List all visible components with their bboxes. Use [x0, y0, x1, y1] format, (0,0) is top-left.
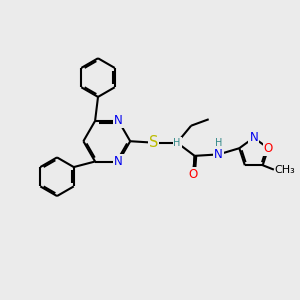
Text: H: H: [173, 138, 181, 148]
Text: N: N: [114, 114, 123, 128]
Text: N: N: [249, 131, 258, 144]
Text: N: N: [114, 155, 123, 168]
Text: H: H: [215, 138, 222, 148]
Text: O: O: [264, 142, 273, 155]
Text: N: N: [214, 148, 223, 161]
Text: O: O: [188, 168, 198, 182]
Text: CH₃: CH₃: [274, 165, 295, 175]
Text: S: S: [149, 135, 158, 150]
